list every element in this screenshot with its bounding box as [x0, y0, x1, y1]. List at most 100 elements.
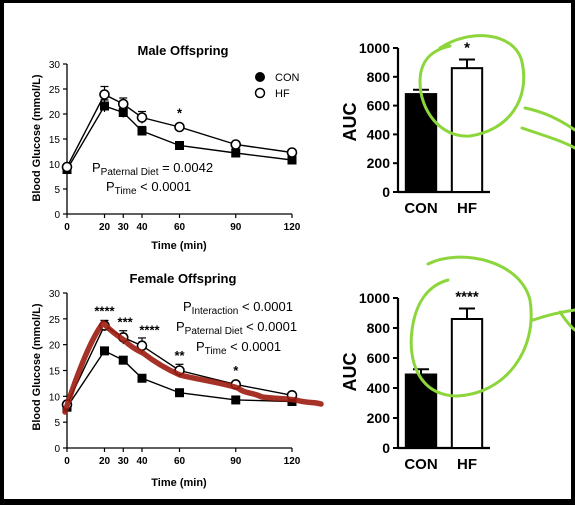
female-auc-con-category-label: CON: [404, 456, 437, 473]
female-stat-interaction: PInteraction < 0.0001: [183, 299, 293, 317]
green-circle-female-hf: [409, 255, 575, 398]
male-hf-point: [99, 89, 110, 100]
female-stat-paternal-diet: PPaternal Diet < 0.0001: [176, 319, 297, 337]
male-x-tick-label: 0: [64, 222, 70, 233]
female-auc-con-bar: [404, 373, 438, 449]
male-x-tick-label: 60: [174, 222, 186, 233]
female-x-axis-label: Time (min): [151, 477, 207, 489]
female-con-point: [175, 388, 184, 398]
male-con-point: [287, 155, 297, 165]
male-x-tick-label: 30: [118, 222, 130, 233]
male-auc-con-bar: [404, 93, 438, 193]
legend-label-hf: HF: [275, 88, 290, 100]
female-y-tick-label: 5: [54, 418, 60, 429]
female-auc-chart: AUC 0 200 400 600 800 1000 CON HF ****: [340, 289, 490, 473]
female-significance-label: ****: [94, 304, 115, 319]
female-y-axis-label: Blood Glucose (mmol/L): [31, 303, 43, 430]
male-hf-point: [117, 98, 129, 110]
male-con-point: [231, 148, 241, 158]
green-circle-male-hf: [418, 34, 575, 150]
male-y-tick-label: 25: [49, 85, 61, 96]
male-y-tick-label: 10: [49, 160, 61, 171]
female-chart-title: Female Offspring: [130, 271, 237, 286]
female-auc-y-tick-label: 200: [367, 410, 391, 426]
male-y-tick-label: 0: [54, 210, 60, 221]
male-auc-y-tick-label: 1000: [359, 40, 390, 56]
male-y-axis-label: Blood Glucose (mmol/L): [31, 74, 43, 201]
female-auc-hf-bar: [450, 318, 484, 449]
female-y-tick-label: 0: [54, 444, 60, 455]
female-y-tick-label: 15: [49, 367, 61, 378]
female-x-tick-label: 30: [118, 456, 130, 467]
female-auc-y-axis-label: AUC: [340, 353, 360, 392]
female-con-point: [100, 346, 109, 356]
female-y-tick-label: 25: [49, 315, 61, 326]
male-x-tick-label: 20: [99, 222, 111, 233]
female-auc-y-tick-label: 1000: [359, 290, 390, 306]
legend-marker-con: [255, 72, 265, 82]
male-auc-y-tick-label: 0: [382, 184, 390, 200]
male-con-point: [118, 108, 128, 117]
female-significance-label: *: [233, 363, 239, 378]
male-chart-title: Male Offspring: [137, 43, 228, 58]
annotation-overlays: [62, 34, 575, 415]
male-auc-hf-significance-label: *: [464, 40, 470, 57]
male-con-point: [137, 126, 147, 136]
male-x-tick-label: 120: [284, 222, 301, 233]
female-x-tick-label: 120: [284, 456, 301, 467]
legend-label-con: CON: [275, 72, 300, 84]
male-x-axis-label: Time (min): [151, 240, 207, 252]
male-y-tick-label: 30: [49, 60, 61, 71]
female-auc-y-tick-label: 600: [367, 350, 391, 366]
female-y-tick-label: 20: [49, 341, 61, 352]
male-glucose-chart: Male Offspring Blood Glucose (mmol/L) Ti…: [31, 43, 301, 252]
male-hf-point: [136, 112, 148, 123]
female-auc-hf-category-label: HF: [457, 456, 477, 473]
male-auc-con-category-label: CON: [404, 200, 437, 217]
male-con-point: [175, 141, 184, 150]
male-auc-y-tick-label: 600: [367, 98, 391, 114]
female-stat-time: PTime < 0.0001: [196, 339, 281, 357]
male-auc-y-tick-label: 800: [367, 69, 391, 85]
male-con-point: [100, 101, 109, 111]
female-x-tick-label: 40: [136, 456, 148, 467]
male-stat-paternal-diet: PPaternal Diet = 0.0042: [92, 160, 213, 178]
legend-marker-hf: [254, 87, 266, 99]
female-x-tick-label: 0: [64, 456, 70, 467]
female-auc-y-tick-label: 800: [367, 320, 391, 336]
female-auc-hf-significance-label: ****: [455, 289, 479, 306]
female-glucose-chart: Female Offspring Blood Glucose (mmol/L) …: [31, 271, 301, 489]
male-y-tick-label: 15: [49, 135, 61, 146]
male-auc-chart: AUC 0 200 400 600 800 1000 CON HF *: [340, 40, 490, 217]
female-auc-y-tick-label: 0: [382, 440, 390, 456]
female-auc-y-tick-label: 400: [367, 380, 391, 396]
male-auc-y-tick-label: 400: [367, 126, 391, 142]
male-stat-time: PTime < 0.0001: [106, 179, 191, 197]
female-con-point: [137, 373, 147, 383]
female-significance-label: ***: [118, 315, 134, 330]
male-auc-y-axis-label: AUC: [340, 103, 360, 142]
male-significance-label: *: [177, 106, 183, 121]
female-y-tick-label: 30: [49, 289, 61, 300]
male-hf-point: [61, 161, 73, 173]
female-significance-label: ****: [139, 322, 160, 337]
female-x-tick-label: 20: [99, 456, 111, 467]
male-x-tick-label: 40: [136, 222, 148, 233]
male-legend: CON HF: [254, 72, 300, 100]
male-x-tick-label: 90: [230, 222, 242, 233]
female-con-point: [231, 395, 241, 405]
male-hf-point: [286, 147, 298, 158]
male-y-tick-label: 20: [49, 110, 61, 121]
female-x-tick-label: 90: [230, 456, 242, 467]
male-auc-hf-category-label: HF: [457, 200, 477, 217]
male-hf-point: [230, 139, 242, 150]
male-auc-y-tick-label: 200: [367, 155, 391, 171]
female-significance-label: **: [174, 348, 185, 363]
red-hand-drawn-trace: [62, 320, 324, 415]
female-y-tick-label: 10: [49, 392, 61, 403]
male-y-tick-label: 5: [54, 185, 60, 196]
female-x-tick-label: 60: [174, 456, 186, 467]
male-auc-hf-bar: [450, 67, 484, 193]
male-hf-point: [174, 121, 185, 133]
